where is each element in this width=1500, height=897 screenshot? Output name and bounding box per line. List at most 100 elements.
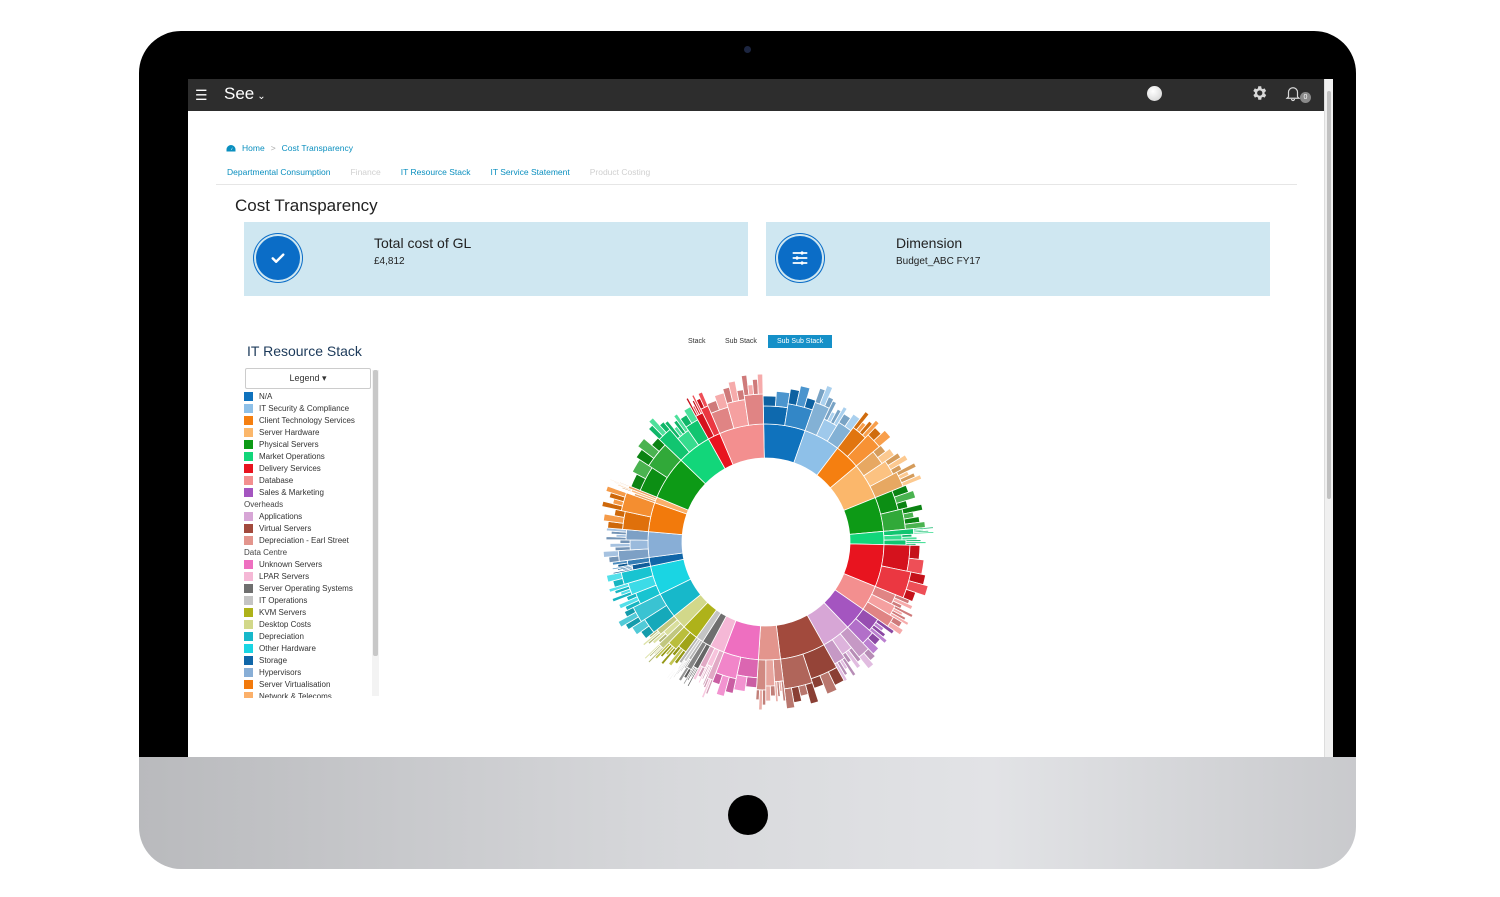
legend-label: Delivery Services [259, 463, 321, 473]
legend-item[interactable]: Database [244, 474, 372, 486]
toggle-sub-stack[interactable]: Sub Stack [725, 338, 757, 345]
legend-item[interactable]: Desktop Costs [244, 618, 372, 630]
sub-navigation: Departmental Consumption Finance IT Reso… [227, 167, 650, 177]
legend-swatch [244, 655, 253, 665]
legend-item[interactable]: Physical Servers [244, 438, 372, 450]
legend-item[interactable]: LPAR Servers [244, 570, 372, 582]
tab-finance[interactable]: Finance [350, 167, 381, 177]
page-scrollbar[interactable] [1324, 79, 1333, 757]
legend-item[interactable]: Client Technology Services [244, 414, 372, 426]
sunburst-segment-hypervisors-sub[interactable] [629, 539, 649, 551]
legend-label: Server Virtualisation [259, 679, 331, 689]
sunburst-segment-depreciation-earl-street-subsub[interactable] [769, 685, 776, 697]
legend-item[interactable]: Delivery Services [244, 462, 372, 474]
sunburst-segment-delivery-services-subsub[interactable] [908, 544, 921, 560]
brand-label: See [224, 84, 255, 103]
sunburst-segment-hypervisors-subsub[interactable] [602, 550, 620, 558]
legend-item[interactable]: N/A [244, 390, 372, 402]
legend-swatch [244, 415, 253, 425]
legend-item[interactable]: Unknown Servers [244, 558, 372, 570]
sunburst-segment-desktop-costs-subsub[interactable] [643, 643, 661, 660]
tab-product-costing[interactable]: Product Costing [589, 167, 651, 177]
avatar[interactable] [1147, 86, 1162, 101]
legend-item[interactable]: Depreciation - Earl Street [244, 534, 372, 546]
breadcrumb-home[interactable]: Home [242, 143, 265, 153]
legend-swatch [244, 583, 253, 593]
legend-item[interactable]: Other Hardware [244, 642, 372, 654]
gear-icon[interactable] [1250, 84, 1268, 102]
caret-down-icon: ▾ [322, 373, 327, 383]
legend-label: Data Centre [244, 547, 288, 557]
legend-swatch [244, 559, 253, 569]
tab-departmental-consumption[interactable]: Departmental Consumption [227, 167, 331, 177]
legend-swatch [244, 463, 253, 473]
legend-item[interactable]: Network & Telecoms [244, 690, 372, 698]
legend-item[interactable]: Applications [244, 510, 372, 522]
sunburst-segment-depreciation-earl-street-sub[interactable] [765, 659, 776, 687]
legend-swatch [244, 523, 253, 533]
toggle-sub-sub-stack[interactable]: Sub Sub Stack [768, 335, 833, 348]
legend-item[interactable]: Storage [244, 654, 372, 666]
legend-item[interactable]: Sales & Marketing [244, 486, 372, 498]
legend-label: Sales & Marketing [259, 487, 324, 497]
breadcrumb-separator: > [270, 143, 276, 153]
legend-item[interactable]: Server Operating Systems [244, 582, 372, 594]
legend-panel: Legend ▾ N/A IT Security & Compliance Clie… [244, 368, 380, 698]
legend-dropdown-button[interactable]: Legend ▾ [245, 368, 371, 389]
sunburst-segment-unknown-servers-subsub[interactable] [745, 676, 758, 689]
scrollbar-thumb[interactable] [1327, 91, 1331, 499]
sliders-icon [778, 236, 822, 280]
toggle-stack[interactable]: Stack [688, 338, 706, 345]
legend-swatch [244, 619, 253, 629]
legend-label: Market Operations [259, 451, 325, 461]
sunburst-segment-hypervisors[interactable] [647, 531, 684, 558]
bell-icon[interactable] [1284, 83, 1302, 103]
legend-scrollbar[interactable] [372, 370, 379, 696]
legend-label: Applications [259, 511, 303, 521]
legend-label: Desktop Costs [259, 619, 312, 629]
legend-label: Client Technology Services [259, 415, 355, 425]
legend-swatch [244, 679, 253, 689]
legend-label: LPAR Servers [259, 571, 310, 581]
legend-item[interactable]: Market Operations [244, 450, 372, 462]
divider [216, 184, 1297, 185]
legend-swatch [244, 667, 253, 677]
legend-button-label: Legend [289, 373, 320, 383]
sunburst-segment-market-operations-sub[interactable] [883, 534, 903, 541]
legend-group-header: Overheads [244, 498, 372, 510]
legend-item[interactable]: IT Operations [244, 594, 372, 606]
legend-item[interactable]: Hypervisors [244, 666, 372, 678]
legend-swatch [244, 439, 253, 449]
legend-swatch [244, 607, 253, 617]
sunburst-segment-n-a-sub[interactable] [762, 405, 788, 426]
legend-item[interactable]: Depreciation [244, 630, 372, 642]
sunburst-segment-market-operations-subsub[interactable] [913, 531, 935, 535]
legend-label: Hypervisors [259, 667, 302, 677]
sunburst-segment-depreciation-earl-street-subsub[interactable] [765, 685, 772, 702]
menu-icon[interactable]: ☰ [195, 87, 208, 103]
legend-item[interactable]: IT Security & Compliance [244, 402, 372, 414]
legend-scrollbar-thumb[interactable] [373, 370, 378, 656]
sunburst-segment-hypervisors-subsub[interactable] [609, 542, 631, 548]
legend-item[interactable]: Virtual Servers [244, 522, 372, 534]
top-navbar: ☰ See ⌄ 0 [188, 79, 1324, 111]
legend-item[interactable]: Server Hardware [244, 426, 372, 438]
sunburst-segment-network-telecoms-subsub[interactable] [618, 481, 630, 488]
sunburst-segment-depreciation-earl-street-subsub[interactable] [755, 689, 760, 701]
breadcrumb-current[interactable]: Cost Transparency [281, 143, 353, 153]
brand-menu[interactable]: See ⌄ [224, 83, 266, 108]
legend-label: Database [259, 475, 294, 485]
tab-it-resource-stack[interactable]: IT Resource Stack [400, 167, 471, 177]
legend-item[interactable]: KVM Servers [244, 606, 372, 618]
legend-swatch [244, 451, 253, 461]
legend-label: N/A [259, 391, 273, 401]
sunburst-segment-n-a-subsub[interactable] [762, 395, 777, 407]
tab-it-service-statement[interactable]: IT Service Statement [490, 167, 570, 177]
dashboard-icon [226, 144, 236, 151]
sunburst-segment-database-subsub[interactable] [756, 373, 764, 395]
legend-item[interactable]: Server Virtualisation [244, 678, 372, 690]
sunburst-segment-hypervisors-subsub[interactable] [619, 539, 631, 544]
camera-dot [744, 46, 751, 53]
sunburst-segment-depreciation-earl-street[interactable] [757, 624, 781, 661]
legend-label: Server Operating Systems [259, 583, 353, 593]
